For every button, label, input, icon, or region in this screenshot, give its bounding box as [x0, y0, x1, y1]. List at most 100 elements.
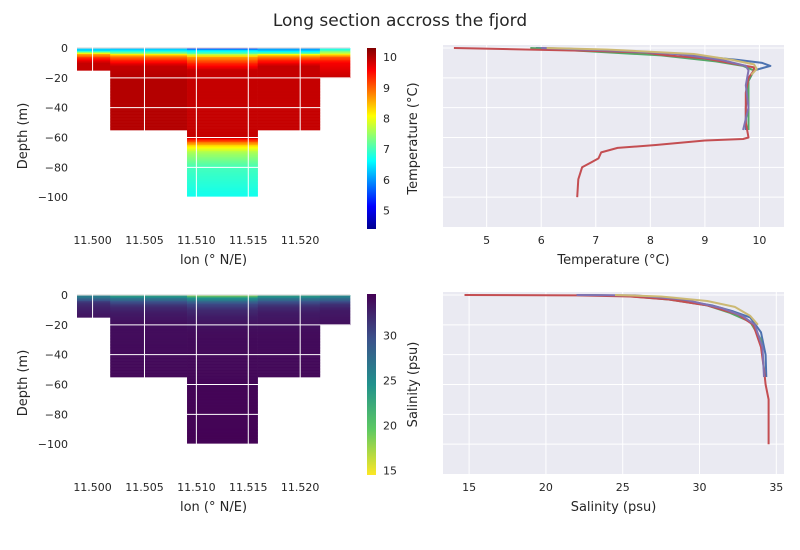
- temperature-profiles-panel: 5 6 7 8 9 10 Temperature (°C): [443, 45, 784, 268]
- section-cell: [187, 384, 258, 387]
- section-cell: [257, 92, 321, 95]
- section-cell: [77, 297, 111, 300]
- x-tick-label: 9: [701, 234, 708, 247]
- section-cell: [187, 442, 258, 445]
- section-cell: [187, 385, 258, 388]
- section-cell: [319, 62, 351, 65]
- section-cell: [187, 393, 258, 396]
- section-cell: [257, 76, 321, 79]
- section-cell: [187, 347, 258, 349]
- y-tick-label: −100: [38, 438, 68, 451]
- y-tick-label: −40: [45, 102, 68, 115]
- section-cell: [187, 110, 258, 113]
- section-cell: [77, 53, 111, 56]
- colorbar-gradient: [367, 48, 376, 229]
- section-cell: [110, 329, 188, 332]
- section-cell: [187, 47, 258, 50]
- section-cell: [110, 118, 188, 120]
- colorbar-tick-label: 9: [383, 82, 390, 95]
- section-cell: [257, 58, 321, 61]
- section-cell: [187, 101, 258, 104]
- section-cell: [319, 299, 351, 302]
- section-cell: [257, 312, 321, 315]
- section-cell: [110, 125, 188, 128]
- section-cell: [110, 100, 188, 102]
- section-cell: [110, 94, 188, 97]
- section-cell: [187, 71, 258, 74]
- section-cell: [110, 353, 188, 355]
- section-cell: [187, 89, 258, 92]
- section-cell: [77, 305, 111, 308]
- section-cell: [187, 52, 258, 55]
- section-cell: [110, 366, 188, 369]
- section-cell: [187, 144, 258, 147]
- section-cell: [110, 308, 188, 311]
- section-cell: [257, 362, 321, 364]
- section-cell: [257, 335, 321, 338]
- section-cell: [187, 396, 258, 399]
- salinity-profiles-panel: 15 20 25 30 35 Salinity (psu): [443, 292, 784, 515]
- section-cell: [319, 306, 351, 309]
- section-cell: [77, 315, 111, 318]
- section-cell: [319, 70, 351, 73]
- section-cell: [187, 438, 258, 440]
- colorbar-label: Temperature (°C): [406, 82, 421, 195]
- section-cell: [110, 116, 188, 119]
- section-cell: [110, 342, 188, 345]
- section-cell: [187, 147, 258, 150]
- section-cell: [187, 74, 258, 77]
- section-cell: [187, 372, 258, 375]
- section-cell: [110, 124, 188, 126]
- section-column: [110, 294, 188, 378]
- section-cell: [187, 377, 258, 379]
- section-cell: [187, 58, 258, 61]
- section-cell: [77, 58, 111, 61]
- section-cell: [257, 68, 321, 71]
- section-cell: [110, 101, 188, 104]
- section-cell: [77, 309, 111, 312]
- colorbar-tick-label: 7: [383, 143, 390, 156]
- section-cell: [110, 47, 188, 50]
- section-cell: [187, 112, 258, 114]
- section-cell: [187, 168, 258, 171]
- section-cell: [110, 317, 188, 320]
- section-cell: [187, 388, 258, 391]
- section-cell: [187, 104, 258, 107]
- section-cell: [319, 49, 351, 52]
- section-cell: [187, 64, 258, 67]
- section-cell: [319, 71, 351, 74]
- section-cell: [187, 194, 258, 196]
- section-cell: [187, 311, 258, 314]
- section-cell: [110, 65, 188, 68]
- section-cell: [187, 305, 258, 308]
- section-cell: [257, 109, 321, 111]
- section-cell: [187, 327, 258, 330]
- section-cell: [187, 297, 258, 300]
- section-cell: [187, 300, 258, 303]
- section-cell: [257, 115, 321, 117]
- section-cell: [257, 61, 321, 64]
- section-cell: [110, 110, 188, 113]
- section-cell: [187, 98, 258, 101]
- section-cell: [110, 350, 188, 352]
- section-column: [187, 47, 258, 198]
- x-tick-label: 5: [483, 234, 490, 247]
- section-cell: [187, 62, 258, 65]
- section-cell: [257, 345, 321, 348]
- section-cell: [110, 56, 188, 59]
- section-cell: [110, 112, 188, 114]
- section-cell: [77, 55, 111, 58]
- section-cell: [257, 59, 321, 62]
- section-cell: [257, 95, 321, 98]
- section-cell: [187, 418, 258, 421]
- colorbar-tick-label: 5: [383, 205, 390, 218]
- section-cell: [257, 302, 321, 305]
- x-tick-label: 11.520: [281, 234, 320, 247]
- y-tick-label: −20: [45, 72, 68, 85]
- section-cell: [187, 136, 258, 138]
- section-cell: [187, 162, 258, 165]
- section-cell: [257, 326, 321, 329]
- section-cell: [187, 344, 258, 347]
- section-cell: [187, 137, 258, 140]
